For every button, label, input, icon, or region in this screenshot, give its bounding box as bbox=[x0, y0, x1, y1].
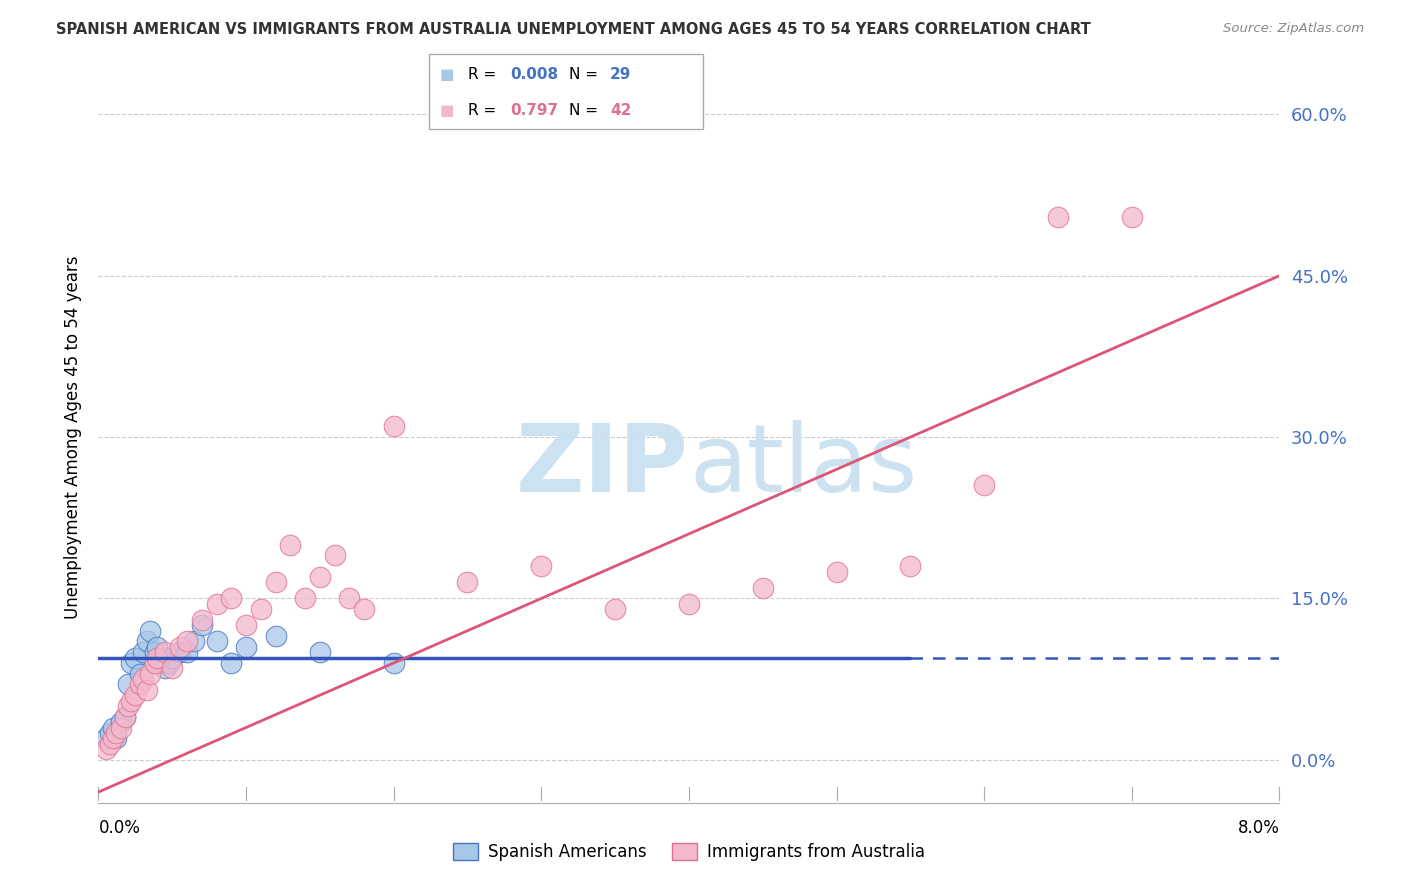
Point bbox=[1046, 210, 1070, 224]
Point bbox=[98, 726, 121, 740]
Point bbox=[136, 682, 159, 697]
Point bbox=[309, 645, 332, 659]
Point bbox=[457, 575, 479, 590]
Point bbox=[382, 656, 405, 670]
Point bbox=[752, 581, 775, 595]
Text: ■: ■ bbox=[440, 103, 454, 118]
Point bbox=[235, 618, 257, 632]
Point bbox=[191, 613, 214, 627]
Point bbox=[1121, 210, 1143, 224]
Y-axis label: Unemployment Among Ages 45 to 54 years: Unemployment Among Ages 45 to 54 years bbox=[63, 255, 82, 619]
Text: 42: 42 bbox=[610, 103, 631, 118]
Point bbox=[110, 715, 132, 730]
Point bbox=[110, 721, 132, 735]
Point bbox=[900, 559, 922, 574]
Point bbox=[176, 645, 198, 659]
Point bbox=[94, 742, 117, 756]
Point bbox=[139, 666, 162, 681]
Point bbox=[530, 559, 553, 574]
Point bbox=[120, 656, 142, 670]
Point bbox=[143, 656, 166, 670]
Point bbox=[128, 677, 150, 691]
Point bbox=[605, 602, 627, 616]
Text: Source: ZipAtlas.com: Source: ZipAtlas.com bbox=[1223, 22, 1364, 36]
Point bbox=[143, 645, 166, 659]
Text: 0.0%: 0.0% bbox=[98, 819, 141, 837]
Point bbox=[146, 650, 169, 665]
Point bbox=[132, 645, 155, 659]
Point bbox=[973, 478, 995, 492]
Text: 29: 29 bbox=[610, 67, 631, 82]
Point bbox=[382, 419, 405, 434]
Point bbox=[114, 710, 136, 724]
Point bbox=[162, 650, 183, 665]
Point bbox=[117, 698, 139, 713]
Point bbox=[153, 645, 176, 659]
Point bbox=[117, 677, 139, 691]
Point bbox=[105, 726, 128, 740]
Text: N =: N = bbox=[569, 103, 603, 118]
Point bbox=[124, 650, 146, 665]
Point bbox=[264, 575, 287, 590]
Point bbox=[146, 640, 169, 654]
Point bbox=[250, 602, 273, 616]
Point bbox=[128, 666, 150, 681]
Text: SPANISH AMERICAN VS IMMIGRANTS FROM AUSTRALIA UNEMPLOYMENT AMONG AGES 45 TO 54 Y: SPANISH AMERICAN VS IMMIGRANTS FROM AUST… bbox=[56, 22, 1091, 37]
Point bbox=[309, 570, 332, 584]
Text: 0.797: 0.797 bbox=[510, 103, 558, 118]
Text: 0.008: 0.008 bbox=[510, 67, 558, 82]
Point bbox=[98, 737, 121, 751]
Text: atlas: atlas bbox=[689, 420, 917, 512]
Point bbox=[825, 565, 848, 579]
Point bbox=[169, 640, 191, 654]
Text: 8.0%: 8.0% bbox=[1237, 819, 1279, 837]
Legend: Spanish Americans, Immigrants from Australia: Spanish Americans, Immigrants from Austr… bbox=[447, 836, 931, 868]
Point bbox=[103, 721, 125, 735]
Point bbox=[136, 634, 159, 648]
Point bbox=[353, 602, 375, 616]
Text: ZIP: ZIP bbox=[516, 420, 689, 512]
Point bbox=[114, 710, 136, 724]
Point bbox=[205, 634, 228, 648]
Point bbox=[294, 591, 316, 606]
Point bbox=[120, 693, 142, 707]
Point bbox=[235, 640, 257, 654]
Point bbox=[678, 597, 700, 611]
Point bbox=[132, 672, 155, 686]
Point bbox=[94, 731, 117, 746]
Text: R =: R = bbox=[468, 103, 502, 118]
Point bbox=[176, 634, 198, 648]
Point bbox=[183, 634, 205, 648]
Point bbox=[105, 731, 128, 746]
Point bbox=[205, 597, 228, 611]
Point bbox=[153, 661, 176, 675]
Point bbox=[221, 656, 243, 670]
Point bbox=[221, 591, 243, 606]
Point bbox=[149, 656, 172, 670]
Point bbox=[169, 645, 191, 659]
Point bbox=[264, 629, 287, 643]
Point bbox=[191, 618, 214, 632]
Point bbox=[280, 538, 302, 552]
Point bbox=[124, 688, 146, 702]
Text: R =: R = bbox=[468, 67, 502, 82]
Point bbox=[139, 624, 162, 638]
Text: ■: ■ bbox=[440, 67, 454, 82]
Text: N =: N = bbox=[569, 67, 603, 82]
Point bbox=[103, 731, 125, 746]
Point bbox=[157, 656, 180, 670]
Point bbox=[162, 661, 183, 675]
Point bbox=[339, 591, 361, 606]
Point bbox=[323, 549, 346, 563]
